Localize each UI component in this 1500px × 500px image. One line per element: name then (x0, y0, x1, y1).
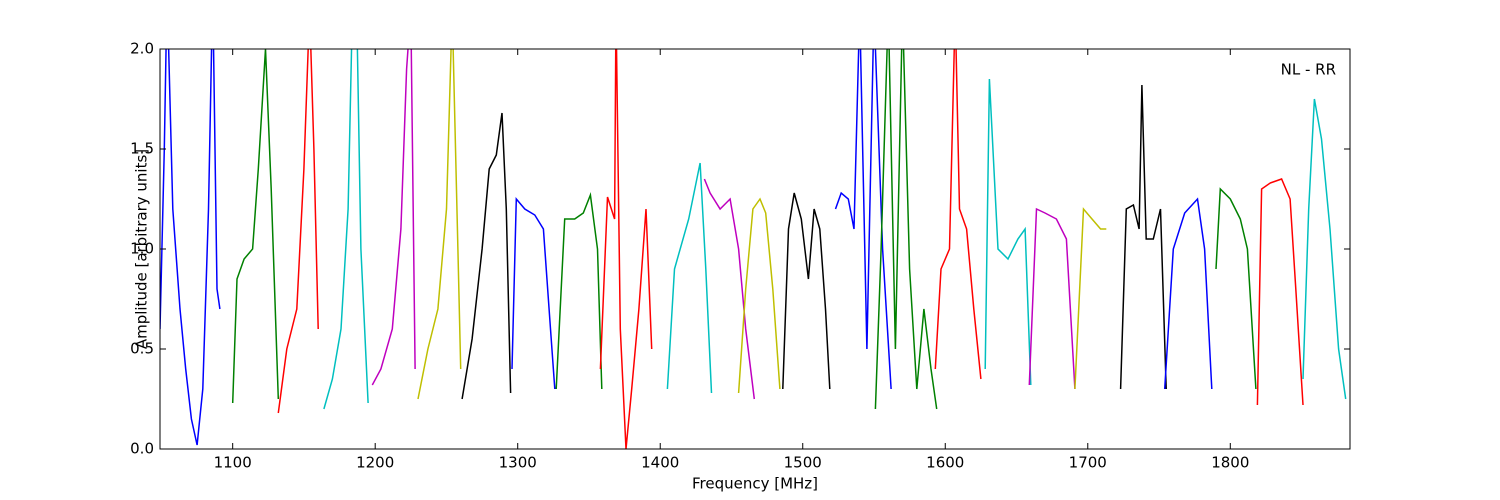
series-line (555, 192, 603, 390)
x-tick-label: 1100 (214, 454, 252, 472)
series-line (1028, 207, 1076, 390)
series-line (417, 49, 462, 400)
series-line (323, 49, 369, 410)
series-line (874, 49, 938, 410)
series-line (231, 49, 280, 404)
x-tick-label: 1700 (1069, 454, 1107, 472)
series-line (834, 49, 892, 390)
series-line (277, 49, 319, 414)
series-line (1163, 197, 1213, 390)
series-line (1074, 207, 1107, 390)
series-line (160, 49, 221, 446)
x-tick-label: 1400 (641, 454, 679, 472)
y-tick-label: 1.0 (130, 240, 154, 258)
x-tick-label: 1200 (356, 454, 394, 472)
annotation: NL - RR (1281, 61, 1336, 79)
series-line (371, 49, 416, 386)
y-axis-label: Amplitude [arbitrary units] (133, 149, 151, 349)
x-tick-label: 1300 (499, 454, 537, 472)
plot-lines (160, 49, 1347, 449)
series-line (1215, 187, 1257, 390)
series-line (1302, 98, 1347, 400)
series-line (666, 162, 713, 394)
series-line (782, 192, 831, 390)
series-line (599, 49, 653, 449)
series-line (511, 197, 556, 390)
series-line (703, 178, 756, 400)
x-tick-label: 1600 (926, 454, 964, 472)
x-tick-label: 1500 (784, 454, 822, 472)
x-axis-label: Frequency [MHz] (692, 475, 818, 493)
x-tick-label: 1800 (1211, 454, 1249, 472)
series-line (461, 112, 512, 400)
y-tick-label: 0.5 (130, 340, 154, 358)
series-line (1256, 178, 1304, 406)
y-tick-label: 1.5 (130, 140, 154, 158)
series-line (934, 49, 982, 380)
series-line (984, 78, 1032, 386)
series-line (737, 197, 781, 394)
y-tick-label: 2.0 (130, 40, 154, 58)
plot-frame (159, 48, 1351, 450)
y-tick-label: 0.0 (130, 440, 154, 458)
series-line (1119, 84, 1167, 390)
